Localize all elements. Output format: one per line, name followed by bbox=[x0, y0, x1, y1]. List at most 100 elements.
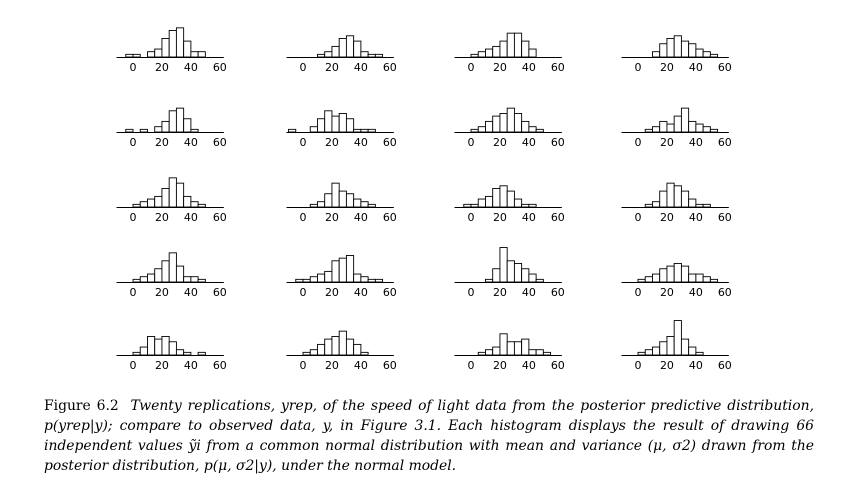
x-tick-label: 20 bbox=[155, 359, 169, 372]
histogram-bar bbox=[154, 126, 163, 133]
x-tick-label: 0 bbox=[300, 211, 307, 224]
histogram-bar bbox=[168, 252, 177, 283]
x-tick-label: 60 bbox=[383, 61, 397, 74]
histogram-bar bbox=[477, 351, 486, 356]
histogram-bar bbox=[190, 51, 199, 58]
x-tick-label: 40 bbox=[184, 286, 198, 299]
histogram-bar bbox=[499, 40, 508, 58]
x-tick-label: 0 bbox=[130, 286, 137, 299]
x-tick-label: 0 bbox=[130, 136, 137, 149]
histogram-bar bbox=[680, 338, 690, 356]
x-tick-label: 60 bbox=[718, 61, 732, 74]
histogram-bar bbox=[353, 40, 362, 58]
histogram-bar bbox=[688, 273, 697, 283]
histogram-bar bbox=[175, 27, 185, 58]
x-tick-label: 20 bbox=[660, 136, 674, 149]
histogram-bar bbox=[147, 273, 156, 283]
histogram-bar bbox=[317, 273, 326, 283]
histogram-bar bbox=[161, 336, 170, 356]
histogram-bar bbox=[528, 126, 537, 133]
histogram-bar bbox=[528, 273, 537, 283]
histogram-panel: 0 20 40 60 bbox=[621, 35, 732, 74]
histogram-bar bbox=[367, 278, 376, 283]
histogram-bar bbox=[709, 278, 719, 283]
histogram-bar bbox=[331, 182, 340, 208]
histogram-bar bbox=[702, 203, 711, 208]
figure-caption: Figure 6.2 Twenty replications, yrep, of… bbox=[44, 396, 814, 476]
x-tick-label: 40 bbox=[522, 211, 536, 224]
histogram-bar bbox=[175, 265, 185, 283]
x-tick-label: 20 bbox=[493, 211, 507, 224]
histogram-bar bbox=[492, 346, 501, 356]
caption-text: Twenty replications, yrep, of the speed … bbox=[44, 398, 814, 474]
histogram-bar bbox=[338, 330, 347, 356]
histogram-bar bbox=[175, 349, 185, 356]
histogram-bar bbox=[702, 51, 711, 58]
histogram-bar bbox=[360, 201, 369, 208]
histogram-bar bbox=[680, 265, 690, 283]
x-tick-label: 40 bbox=[184, 211, 198, 224]
histogram-bar bbox=[183, 118, 192, 133]
histogram-bar bbox=[367, 53, 376, 58]
histogram-bar bbox=[338, 112, 347, 133]
x-tick-label: 60 bbox=[213, 136, 227, 149]
histogram-bar bbox=[183, 40, 192, 58]
histogram-bar bbox=[331, 260, 340, 283]
x-tick-label: 0 bbox=[635, 359, 642, 372]
histogram-grid: 0 20 40 60 0 20 40 60 0 20 40 60 0 20 40 60 0 20 40 60 0 20 40… bbox=[116, 27, 732, 372]
histogram-bar bbox=[324, 338, 333, 356]
x-tick-label: 40 bbox=[354, 211, 368, 224]
histogram-bar bbox=[360, 128, 369, 133]
histogram-bar bbox=[521, 268, 530, 283]
histogram-bar bbox=[652, 201, 661, 208]
x-tick-label: 20 bbox=[660, 61, 674, 74]
histogram-panel: 0 20 40 60 bbox=[286, 35, 397, 74]
x-tick-label: 40 bbox=[689, 61, 703, 74]
histogram-bar bbox=[132, 278, 141, 283]
histogram-bar bbox=[132, 53, 141, 58]
histogram-bar bbox=[190, 128, 199, 133]
histogram-panel: 0 20 40 60 bbox=[116, 27, 227, 74]
histogram-bar bbox=[659, 268, 668, 283]
histogram-bar bbox=[506, 107, 515, 133]
histogram-bar bbox=[521, 338, 530, 356]
x-tick-label: 0 bbox=[635, 136, 642, 149]
histogram-bar bbox=[513, 32, 523, 58]
histogram-bar bbox=[367, 128, 376, 133]
x-tick-label: 0 bbox=[300, 61, 307, 74]
histogram-bar bbox=[190, 201, 199, 208]
histogram-bar bbox=[139, 201, 148, 208]
histogram-bar bbox=[470, 203, 479, 208]
x-tick-label: 0 bbox=[468, 286, 475, 299]
histogram-bar bbox=[324, 51, 333, 58]
x-tick-label: 0 bbox=[300, 359, 307, 372]
histogram-bar bbox=[175, 182, 185, 208]
x-tick-label: 0 bbox=[635, 286, 642, 299]
histogram-bar bbox=[485, 349, 494, 356]
histogram-bar bbox=[659, 341, 668, 356]
x-tick-label: 0 bbox=[468, 136, 475, 149]
histogram-bar bbox=[644, 128, 653, 133]
histogram-bar bbox=[506, 260, 515, 283]
x-tick-label: 20 bbox=[660, 286, 674, 299]
histogram-panel: 0 20 40 60 bbox=[116, 336, 227, 372]
x-tick-label: 40 bbox=[184, 359, 198, 372]
histogram-bar bbox=[197, 51, 206, 58]
histogram-bar bbox=[353, 128, 362, 133]
histogram-bar bbox=[139, 128, 148, 133]
x-tick-label: 20 bbox=[325, 286, 339, 299]
histogram-bar bbox=[666, 38, 675, 58]
histogram-bar bbox=[673, 185, 682, 208]
histogram-bar bbox=[288, 128, 297, 133]
histogram-bar bbox=[709, 128, 719, 133]
x-tick-label: 0 bbox=[635, 211, 642, 224]
histogram-bar bbox=[492, 45, 501, 58]
histogram-bar bbox=[666, 182, 675, 208]
histogram-bar bbox=[513, 198, 523, 208]
histogram-bar bbox=[360, 351, 369, 356]
histogram-bar bbox=[161, 260, 170, 283]
histogram-bar bbox=[673, 115, 682, 133]
histogram-panel: 0 20 40 60 bbox=[621, 182, 732, 224]
histogram-panel: 0 20 40 60 bbox=[454, 107, 565, 149]
histogram-bar bbox=[492, 268, 501, 283]
